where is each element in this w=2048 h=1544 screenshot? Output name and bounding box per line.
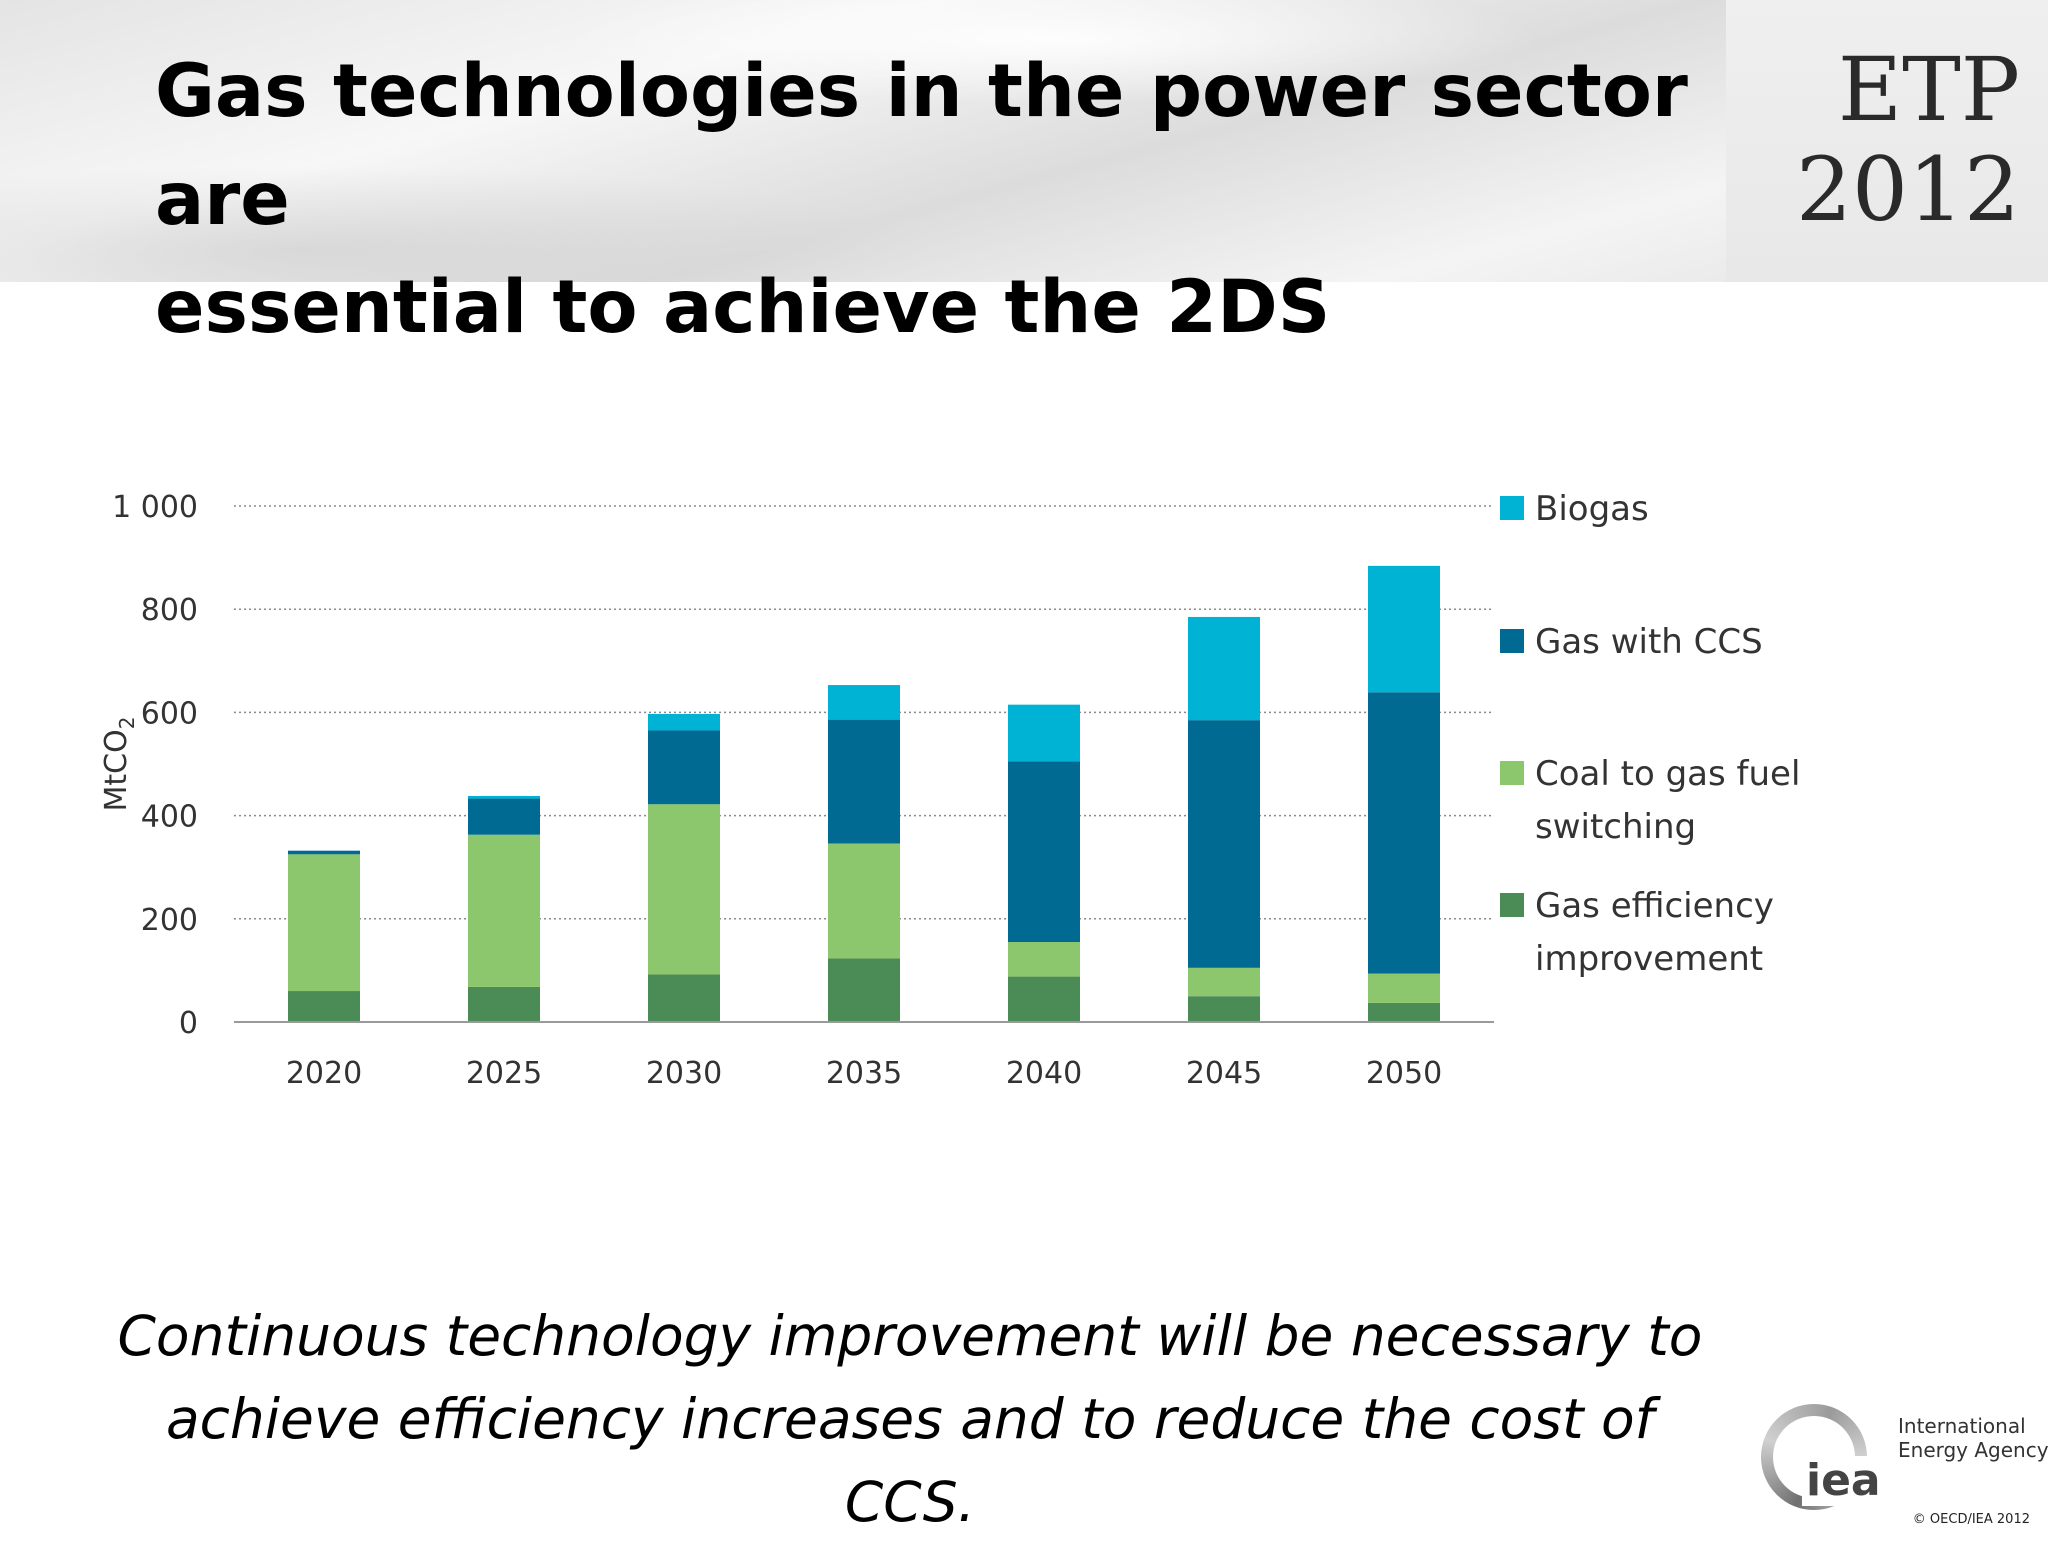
- iea-name-line2: Energy Agency: [1898, 1438, 2048, 1462]
- etp-badge-line2: 2012: [1796, 138, 2020, 241]
- y-tick-label: 200: [141, 903, 198, 938]
- slide-title-line2: essential to achieve the 2DS: [155, 265, 1331, 350]
- bar-segment: [468, 986, 540, 1022]
- bar-segment: [468, 795, 540, 799]
- caption-line1: Continuous technology improvement will b…: [117, 1304, 1703, 1368]
- bar-segment: [648, 730, 720, 805]
- etp-badge-box: [1726, 0, 2048, 282]
- bar-segment: [1188, 720, 1260, 968]
- copyright-notice: © OECD/IEA 2012: [1912, 1512, 2030, 1527]
- bar-segment: [828, 719, 900, 844]
- bar-segment: [1188, 967, 1260, 997]
- bar-segment: [288, 991, 360, 1022]
- legend-label: switching: [1535, 807, 1696, 847]
- y-axis-label-subscript: 2: [115, 717, 139, 730]
- iea-logo-name: International Energy Agency: [1898, 1414, 2048, 1462]
- y-tick-label: 1 000: [112, 490, 198, 525]
- bar-segment: [1368, 973, 1440, 1003]
- bar-segment: [1188, 996, 1260, 1022]
- x-tick-label: 2020: [286, 1056, 362, 1091]
- etp-badge-line1: ETP: [1837, 38, 2020, 141]
- legend-label: Biogas: [1535, 489, 1649, 529]
- legend-label: Coal to gas fuel: [1535, 754, 1800, 794]
- x-tick-label: 2045: [1186, 1056, 1262, 1091]
- bar-segment: [1368, 1002, 1440, 1022]
- caption-line2: achieve efficiency increases and to redu…: [165, 1387, 1655, 1534]
- x-tick-label: 2035: [826, 1056, 902, 1091]
- bars: [288, 565, 1440, 1022]
- iea-name-line1: International: [1898, 1414, 2026, 1438]
- slide-title-line1: Gas technologies in the power sector are: [155, 49, 1688, 242]
- bar-segment: [828, 843, 900, 959]
- x-tick-label: 2050: [1366, 1056, 1442, 1091]
- bar-segment: [828, 958, 900, 1022]
- bar-segment: [1008, 976, 1080, 1022]
- bar-segment: [1008, 761, 1080, 943]
- bar-segment: [1008, 942, 1080, 977]
- axes: 0 200 400 600 800 1 000 MtCO2 2020 2025 2030 2035 2…: [99, 490, 1494, 1091]
- bar-segment: [1188, 616, 1260, 721]
- y-tick-label: 0: [179, 1006, 198, 1041]
- y-tick-label: 600: [141, 696, 198, 731]
- bar-segment: [648, 713, 720, 731]
- x-tick-label: 2040: [1006, 1056, 1082, 1091]
- bar-segment: [468, 798, 540, 835]
- legend-swatch: [1500, 893, 1524, 917]
- legend-label: Gas efficiency: [1535, 886, 1774, 926]
- iea-logo-abbr: iea: [1802, 1456, 1885, 1506]
- bar-segment: [648, 804, 720, 975]
- header-band: [0, 0, 2048, 282]
- bar-segment: [468, 834, 540, 987]
- etp-2012-badge: ETP 2012: [1780, 40, 2020, 240]
- legend-label: improvement: [1535, 939, 1763, 979]
- bar-segment: [288, 850, 360, 855]
- legend-swatch: [1500, 496, 1524, 520]
- bar-segment: [828, 685, 900, 720]
- legend-swatch: [1500, 761, 1524, 785]
- iea-logo: iea International Energy Agency: [1756, 1390, 2048, 1530]
- bar-segment: [288, 854, 360, 992]
- y-axis-label: MtCO2: [99, 717, 139, 812]
- legend-label: Gas with CCS: [1535, 622, 1763, 662]
- bar-segment: [1008, 704, 1080, 762]
- slide-title: Gas technologies in the power sector are…: [155, 38, 1715, 362]
- slide-caption: Continuous technology improvement will b…: [100, 1295, 1720, 1544]
- x-tick-label: 2030: [646, 1056, 722, 1091]
- legend: Biogas Gas with CCS Coal to gas fuel switch…: [1500, 489, 1800, 979]
- y-tick-label: 800: [141, 593, 198, 628]
- bar-segment: [1368, 692, 1440, 974]
- legend-swatch: [1500, 629, 1524, 653]
- x-tick-label: 2025: [466, 1056, 542, 1091]
- bar-segment: [648, 974, 720, 1022]
- y-axis-label-text: MtCO: [99, 729, 134, 811]
- y-tick-label: 400: [141, 800, 198, 835]
- bar-segment: [1368, 565, 1440, 693]
